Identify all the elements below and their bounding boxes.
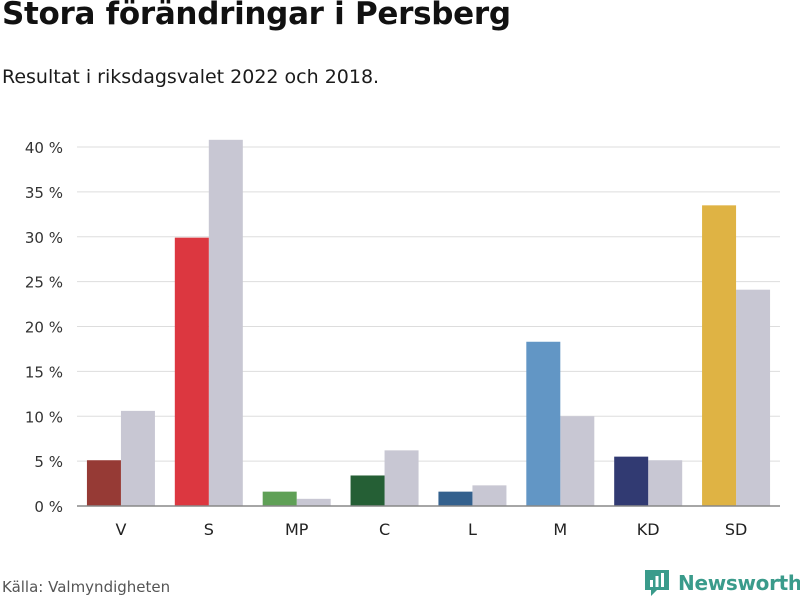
y-tick-label: 0 % xyxy=(34,498,63,516)
bar-2018-m xyxy=(560,416,595,506)
chart-subtitle: Resultat i riksdagsvalet 2022 och 2018. xyxy=(2,66,380,88)
bar-2022-mp xyxy=(262,491,297,506)
y-tick-label: 40 % xyxy=(25,139,63,157)
bar-2018-kd xyxy=(648,460,683,506)
bar-2022-m xyxy=(526,341,561,506)
y-tick-label: 5 % xyxy=(34,453,63,471)
bar-2018-mp xyxy=(296,498,331,506)
bar-2022-kd xyxy=(614,456,649,506)
y-tick-label: 20 % xyxy=(25,319,63,337)
bar-2018-v xyxy=(120,410,155,506)
bar-2022-sd xyxy=(702,205,737,506)
y-tick-label: 30 % xyxy=(25,229,63,247)
newsworthy-logo-icon xyxy=(645,570,669,596)
newsworthy-brand[interactable]: Newsworthy xyxy=(643,566,800,600)
bar-2022-c xyxy=(350,475,385,506)
x-tick-label: SD xyxy=(725,520,747,539)
bar-2018-c xyxy=(384,450,419,506)
bar-2018-s xyxy=(208,139,243,506)
brand-name: Newsworthy xyxy=(678,571,800,595)
bar-2018-sd xyxy=(736,289,771,506)
x-tick-label: V xyxy=(115,520,126,539)
y-tick-label: 15 % xyxy=(25,363,63,381)
bar-2018-l xyxy=(472,485,507,506)
x-tick-label: S xyxy=(204,520,214,539)
chart-title: Stora förändringar i Persberg xyxy=(2,0,511,32)
source-note: Källa: Valmyndigheten xyxy=(2,578,171,596)
bar-2022-s xyxy=(174,237,209,506)
x-tick-label: KD xyxy=(637,520,660,539)
y-tick-label: 35 % xyxy=(25,184,63,202)
bar-2022-v xyxy=(86,460,121,506)
bar-2022-l xyxy=(438,491,473,506)
x-tick-label: M xyxy=(553,520,567,539)
bar-chart: 0 % 5 % 10 % 15 % 20 % 25 % 30 % 35 % 40 % V S MP C L… xyxy=(25,139,780,539)
x-tick-label: MP xyxy=(285,520,309,539)
y-tick-label: 25 % xyxy=(25,274,63,292)
x-tick-label: C xyxy=(379,520,390,539)
y-tick-label: 10 % xyxy=(25,408,63,426)
x-tick-label: L xyxy=(468,520,477,539)
